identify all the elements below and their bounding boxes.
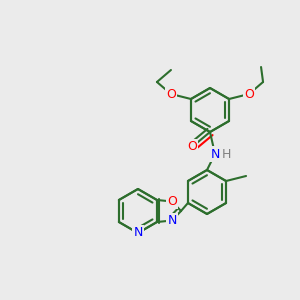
Text: N: N [167,214,177,227]
Text: N: N [210,148,220,160]
Text: O: O [166,88,176,100]
Text: O: O [167,195,177,208]
Text: N: N [167,214,177,227]
Text: O: O [167,195,177,208]
Text: O: O [244,88,254,100]
Text: N: N [133,226,142,239]
Text: O: O [187,140,197,154]
Text: H: H [221,148,231,160]
Text: O: O [187,140,197,154]
Text: O: O [244,88,254,100]
Text: N: N [133,226,142,239]
Text: H: H [221,148,231,160]
Text: N: N [210,148,220,160]
Text: O: O [166,88,176,100]
